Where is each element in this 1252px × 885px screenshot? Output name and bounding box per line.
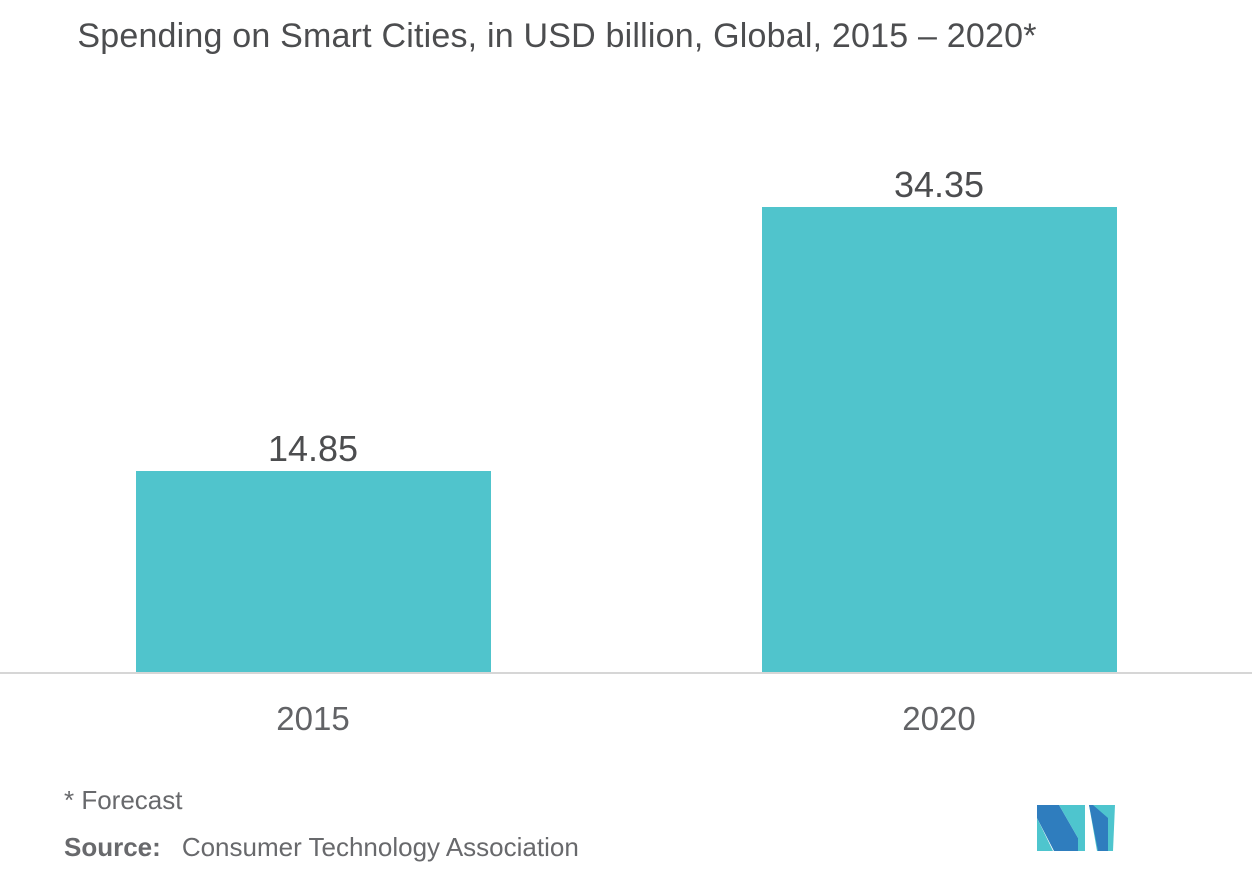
bar-value-label: 34.35: [893, 164, 985, 205]
source-label: Source:: [64, 832, 161, 862]
x-axis-label: 2020: [902, 700, 976, 737]
source-line: Source: Consumer Technology Association: [64, 831, 579, 863]
bar-2015: [135, 471, 491, 672]
logo-right-blue-band: [1089, 805, 1108, 851]
mordor-intelligence-logo: [1037, 805, 1115, 851]
logo-left-blue-band: [1037, 805, 1078, 851]
bar-2020: [761, 207, 1117, 672]
x-axis-label: 2015: [276, 700, 350, 737]
x-axis-line: [0, 672, 1252, 674]
source-value: Consumer Technology Association: [181, 832, 579, 862]
bar-value-label: 14.85: [267, 428, 359, 469]
logo-middle-teal-wedge: [1059, 805, 1085, 851]
logo-left-teal-triangle: [1037, 818, 1053, 851]
forecast-note: * Forecast: [64, 785, 183, 815]
chart-title: Spending on Smart Cities, in USD billion…: [77, 17, 1037, 55]
